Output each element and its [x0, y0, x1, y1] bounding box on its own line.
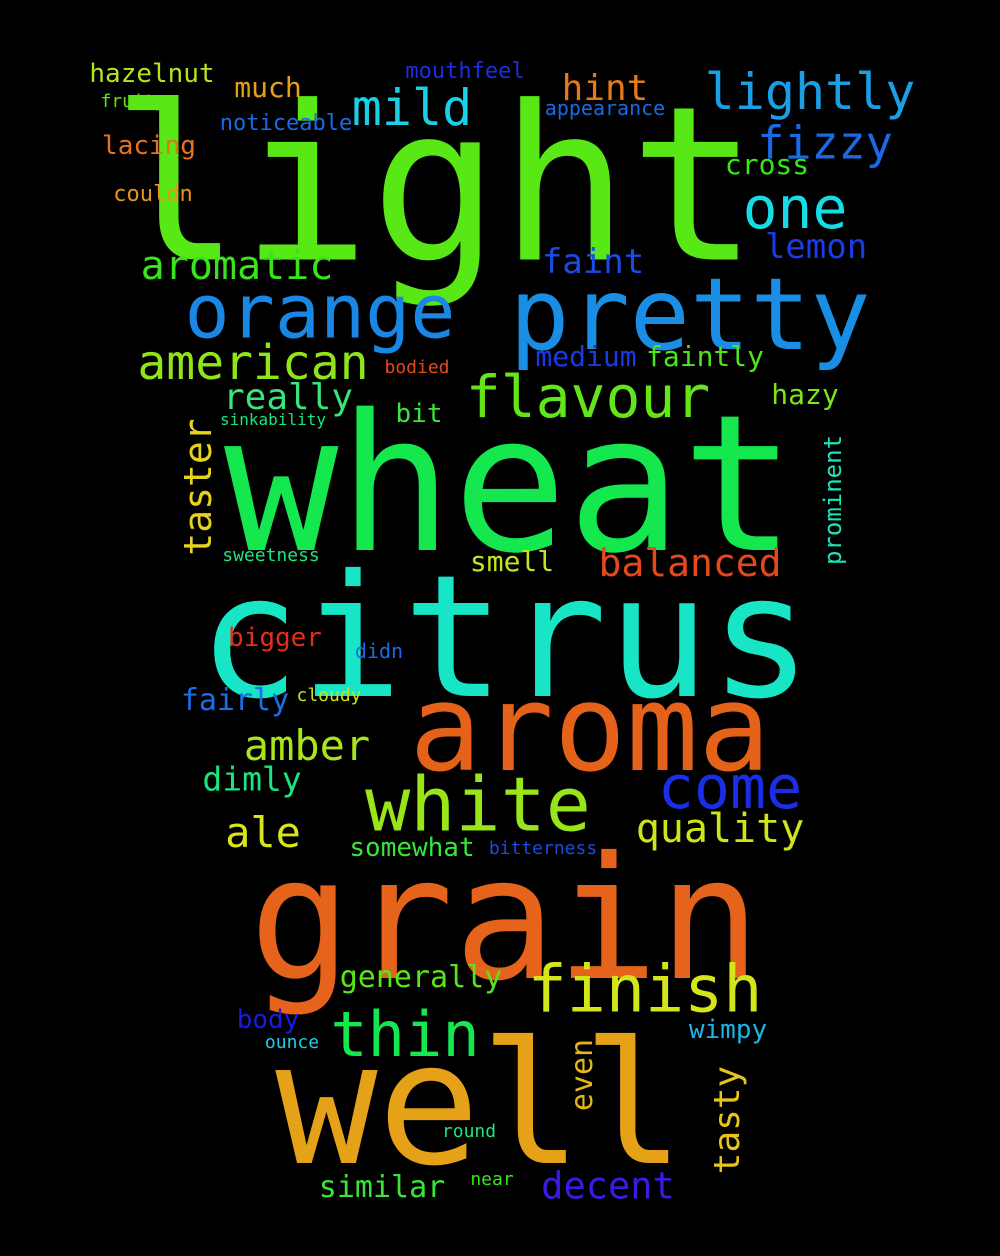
word-cross: cross	[724, 148, 810, 181]
word-hint: hint	[561, 68, 649, 109]
word-citrus: citrus	[197, 539, 813, 737]
word-ounce: ounce	[264, 1032, 320, 1053]
word-white: white	[365, 760, 591, 849]
word-hazy: hazy	[771, 378, 839, 411]
word-prominent: prominent	[819, 434, 847, 566]
word-couldn: couldn	[113, 182, 193, 207]
word-round: round	[441, 1121, 497, 1142]
word-thin: thin	[330, 998, 480, 1071]
word-medium: medium	[535, 340, 637, 373]
word-quality: quality	[635, 806, 805, 852]
word-fizzy: fizzy	[757, 116, 893, 170]
word-near: near	[470, 1169, 514, 1190]
word-noticeable: noticeable	[219, 111, 353, 136]
word-dimly: dimly	[202, 759, 302, 799]
word-aroma: aroma	[409, 660, 771, 799]
word-hazelnut: hazelnut	[89, 59, 215, 89]
word-even: even	[565, 1038, 600, 1112]
word-wimpy: wimpy	[688, 1015, 768, 1045]
word-mild: mild	[351, 79, 473, 137]
word-orange: orange	[184, 267, 456, 356]
word-lemon: lemon	[764, 227, 868, 267]
word-faintly: faintly	[645, 340, 765, 373]
word-taster: taster	[176, 418, 220, 556]
word-didn: didn	[354, 639, 404, 663]
word-bitterness: bitterness	[488, 838, 598, 859]
word-grain: grain	[249, 821, 761, 1019]
word-light: light	[111, 59, 759, 311]
word-flavour: flavour	[465, 363, 711, 431]
word-really: really	[222, 377, 354, 418]
word-appearance: appearance	[544, 96, 666, 120]
word-tasty: tasty	[707, 1065, 748, 1175]
word-lightly: lightly	[704, 63, 916, 121]
word-lacing: lacing	[102, 131, 196, 161]
word-come: come	[657, 753, 803, 823]
word-faint: faint	[541, 242, 645, 282]
word-somewhat: somewhat	[349, 833, 475, 863]
word-ale: ale	[225, 808, 301, 857]
word-aromatic: aromatic	[140, 243, 334, 289]
word-cloudy: cloudy	[296, 685, 362, 706]
word-wheat: wheat	[224, 374, 796, 595]
word-bodied: bodied	[384, 357, 450, 378]
word-finish: finish	[527, 952, 763, 1028]
word-bigger: bigger	[228, 623, 322, 653]
word-bit: bit	[395, 399, 443, 429]
word-sweetness: sweetness	[222, 545, 320, 566]
word-well: well	[275, 1006, 685, 1204]
word-one: one	[742, 174, 848, 242]
word-body: body	[236, 1005, 300, 1035]
word-balanced: balanced	[598, 541, 782, 585]
word-decent: decent	[541, 1164, 675, 1208]
word-mouthfeel: mouthfeel	[405, 59, 525, 84]
word-sinkability: sinkability	[220, 410, 326, 429]
word-pretty: pretty	[509, 256, 871, 373]
word-generally: generally	[339, 960, 503, 995]
word-amber: amber	[243, 721, 371, 770]
word-much: much	[234, 71, 302, 104]
word-smell: smell	[469, 545, 555, 578]
word-similar: similar	[318, 1170, 446, 1205]
word-fairly: fairly	[180, 683, 290, 718]
word-american: american	[137, 335, 369, 391]
word-fruity: fruity	[100, 91, 166, 112]
